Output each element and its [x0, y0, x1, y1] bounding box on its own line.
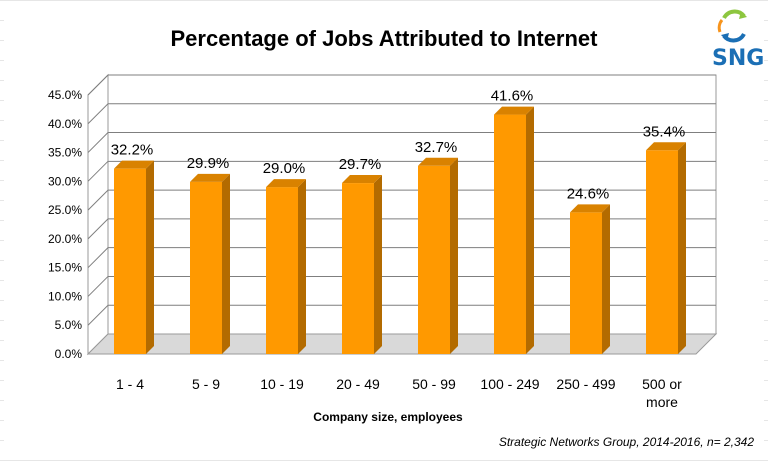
x-tick-label: 20 - 49 [336, 376, 380, 392]
bar [114, 168, 146, 354]
x-tick-label: 1 - 4 [116, 376, 144, 392]
source-note: Strategic Networks Group, 2014-2016, n= … [499, 435, 754, 449]
data-label: 41.6% [491, 88, 534, 105]
bar-top [190, 173, 230, 182]
bar-top [114, 160, 154, 169]
sng-logo: SNG [710, 8, 764, 72]
y-tick-label: 20.0% [48, 232, 82, 246]
y-tick-label: 10.0% [48, 289, 82, 303]
bar [418, 165, 450, 354]
bar-side [222, 173, 230, 354]
bar [190, 181, 222, 354]
chart-area[interactable]: 0.0% 5.0% 10.0% 15.0% 20.0% 25.0% 30.0% 35.0% 40… [4, 2, 764, 460]
y-tick-label: 0.0% [55, 347, 83, 361]
x-tick-label: 10 - 19 [260, 376, 304, 392]
data-label: 29.0% [263, 160, 306, 177]
x-tick-label: 250 - 499 [556, 376, 615, 392]
bar-top [494, 106, 534, 115]
data-label: 35.4% [643, 123, 686, 140]
chart-title: Percentage of Jobs Attributed to Interne… [170, 26, 598, 51]
x-tick-label: 5 - 9 [192, 376, 220, 392]
x-tick-label: 50 - 99 [412, 376, 456, 392]
bar-top [266, 179, 306, 188]
x-tick-label: more [646, 394, 678, 410]
bar-side [678, 142, 686, 354]
bar-side [374, 175, 382, 354]
bar-side [602, 204, 610, 354]
bar [570, 212, 602, 354]
y-tick-label: 45.0% [48, 88, 82, 102]
x-axis-title: Company size, employees [313, 410, 463, 424]
bar-top [570, 204, 610, 213]
bar-top [342, 175, 382, 184]
data-label: 32.2% [111, 142, 154, 159]
x-tick-label: 100 - 249 [480, 376, 539, 392]
x-tick-label: 500 or [642, 376, 682, 392]
bar-side [450, 157, 458, 354]
data-label: 29.7% [339, 156, 382, 173]
y-tick-label: 40.0% [48, 117, 82, 131]
y-tick-label: 30.0% [48, 174, 82, 188]
plot-floor [86, 333, 718, 355]
y-tick-label: 25.0% [48, 203, 82, 217]
bar-side [146, 160, 154, 354]
plot-side-wall [87, 73, 109, 356]
bar [646, 150, 678, 354]
y-tick-label: 35.0% [48, 146, 82, 160]
data-label: 32.7% [415, 139, 458, 156]
gridline [87, 74, 716, 96]
y-tick-label: 15.0% [48, 261, 82, 275]
y-tick-label: 5.0% [55, 318, 83, 332]
logo-text: SNG [712, 46, 765, 71]
bar-top [418, 157, 458, 166]
bar-side [298, 179, 306, 354]
bar [266, 187, 298, 354]
data-label: 29.9% [187, 155, 230, 172]
gridline [87, 103, 716, 125]
bar-side [526, 106, 534, 355]
bar [342, 183, 374, 354]
bar-chart: 0.0% 5.0% 10.0% 15.0% 20.0% 25.0% 30.0% 35.0% 40… [48, 26, 754, 449]
bar-top [646, 142, 686, 151]
bar [494, 114, 526, 355]
data-label: 24.6% [567, 185, 610, 202]
